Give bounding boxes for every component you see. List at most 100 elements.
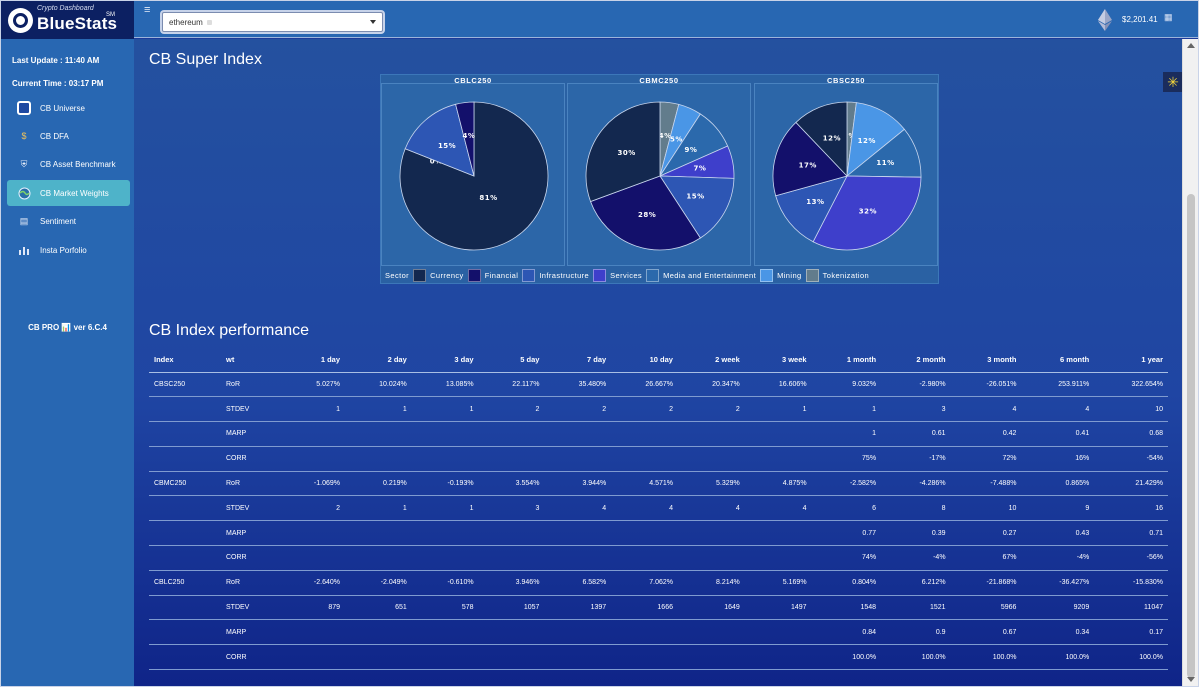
sidebar-item-label: CB Asset Benchmark xyxy=(40,159,116,169)
globe-icon xyxy=(17,186,31,200)
table-row: STDEV 1 1 1 2 2 2 2 1 1 3 4 4 10 xyxy=(149,396,1168,423)
asset-select[interactable]: ethereum xyxy=(162,12,383,32)
value-cell xyxy=(744,520,812,547)
legend-item[interactable]: Mining xyxy=(756,269,802,282)
value-cell: 1057 xyxy=(478,595,545,621)
value-cell: 0.77 xyxy=(811,520,882,547)
value-cell xyxy=(281,545,345,571)
sidebar-item-cb-universe[interactable]: CB Universe xyxy=(7,95,130,121)
scroll-down-icon[interactable] xyxy=(1187,677,1195,682)
value-cell: 8.214% xyxy=(677,570,745,596)
value-cell xyxy=(544,421,612,447)
bar-chart-icon xyxy=(17,243,31,257)
value-cell: 322.654% xyxy=(1094,372,1168,398)
value-cell: -21.868% xyxy=(950,570,1022,596)
legend-label: Infrastructure xyxy=(539,271,590,280)
pie-slice-currency[interactable] xyxy=(585,101,661,203)
value-cell: 16% xyxy=(1021,446,1095,472)
column-header: 3 month xyxy=(950,348,1022,373)
metric-cell: STDEV xyxy=(221,495,281,522)
legend-item[interactable]: Services xyxy=(589,269,642,282)
pie-slice-currency[interactable] xyxy=(795,101,848,177)
pie-slice-currency[interactable] xyxy=(399,101,549,251)
pie-slice-financial[interactable] xyxy=(772,121,848,197)
value-cell: -15.830% xyxy=(1094,570,1168,596)
pie-data-label: 9% xyxy=(685,146,698,154)
pie-chart-cbmc250: 4%5%9% 7% 15% 28% 30% xyxy=(585,101,735,251)
scroll-up-icon[interactable] xyxy=(1187,43,1195,48)
legend-swatch xyxy=(522,269,536,282)
index-cell xyxy=(149,446,221,472)
value-cell: 100.0% xyxy=(1021,644,1095,671)
value-cell: 5.169% xyxy=(744,570,812,596)
legend-item[interactable]: Currency xyxy=(409,269,464,282)
value-cell: 0.27 xyxy=(950,520,1022,547)
value-cell: 3.946% xyxy=(478,570,545,596)
pie-panel-cbsc250: CBSC250 2% 12% 11% 32% 13% 17% 12% xyxy=(754,76,938,266)
value-cell: 3 xyxy=(478,495,545,522)
sidebar-item-label: CB Market Weights xyxy=(40,188,109,198)
legend-swatch xyxy=(593,269,607,282)
metric-cell: RoR xyxy=(221,372,281,398)
legend-item[interactable]: Financial xyxy=(464,269,519,282)
pie-data-label: 28% xyxy=(638,211,656,219)
value-cell xyxy=(611,545,678,571)
column-header: wt xyxy=(221,348,281,373)
index-cell xyxy=(149,595,221,621)
brand-header[interactable]: Crypto Dashboard BlueStats SM xyxy=(1,1,134,39)
value-cell: 13.085% xyxy=(411,372,479,398)
pie-slice-financial[interactable] xyxy=(590,175,701,251)
brand-subtitle: Crypto Dashboard xyxy=(37,5,94,12)
value-cell: 3 xyxy=(881,396,951,423)
legend-item[interactable]: Tokenization xyxy=(802,269,870,282)
table-row: MARP 0.77 0.39 0.27 0.43 0.71 xyxy=(149,520,1168,547)
sidebar-item-cb-dfa[interactable]: $ CB DFA xyxy=(7,123,130,149)
sidebar-item-cb-market-weights[interactable]: CB Market Weights xyxy=(7,180,130,206)
table-row: STDEV 2 1 1 3 4 4 4 4 6 8 10 9 16 xyxy=(149,495,1168,522)
pie-data-label: 0% xyxy=(430,158,443,166)
value-cell: 2 xyxy=(677,396,745,423)
scrollbar-thumb[interactable] xyxy=(1187,194,1195,678)
pie-panel-cbmc250: CBMC250 4% 5% 9% 7% 15% 28% 30% xyxy=(567,76,751,266)
legend-item[interactable]: Infrastructure xyxy=(518,269,589,282)
pie-slice-services[interactable] xyxy=(812,175,922,251)
pie-slice-financial[interactable] xyxy=(455,101,475,177)
table-row: CBSC250 RoR 5.027% 10.024% 13.085% 22.117% 35.… xyxy=(149,372,1168,398)
value-cell: 0.41 xyxy=(1021,421,1095,447)
value-cell xyxy=(744,446,812,472)
index-cell: CBLC250 xyxy=(149,570,221,596)
cube-icon xyxy=(17,101,31,115)
legend-label: Financial xyxy=(484,271,519,280)
column-header: 1 year xyxy=(1094,348,1168,373)
sidebar-item-sentiment[interactable]: ▤ Sentiment xyxy=(7,208,130,234)
value-cell xyxy=(281,619,345,646)
pie-slice-infrastructure[interactable] xyxy=(404,103,475,177)
value-cell: 4.875% xyxy=(744,471,812,497)
metric-cell: RoR xyxy=(221,570,281,596)
value-cell: 1 xyxy=(811,396,882,423)
pie-slice-infrastructure[interactable] xyxy=(775,175,848,243)
sparkle-icon[interactable]: ✳ xyxy=(1163,72,1183,92)
value-cell xyxy=(611,619,678,646)
page-scrollbar[interactable] xyxy=(1182,39,1198,686)
value-cell: 16.606% xyxy=(744,372,812,398)
menu-icon[interactable]: ≡ xyxy=(144,4,151,16)
pie-title-cbsc250: CBSC250 xyxy=(827,76,865,85)
value-cell xyxy=(478,545,545,571)
legend-label: Services xyxy=(610,271,643,280)
value-cell: 7.062% xyxy=(611,570,678,596)
value-cell: 9 xyxy=(1021,495,1095,522)
sidebar-item-cb-asset-benchmark[interactable]: ⛨ CB Asset Benchmark xyxy=(7,151,130,177)
grid-icon[interactable]: ▦ xyxy=(1164,12,1173,22)
legend-item[interactable]: Media and Entertainment xyxy=(642,269,756,282)
value-cell xyxy=(281,520,345,547)
value-cell: 1548 xyxy=(811,595,882,621)
chevron-down-icon[interactable] xyxy=(370,20,376,24)
select-clear-icon[interactable] xyxy=(206,20,212,26)
table-row: CORR 75% -17% 72% 16% -54% xyxy=(149,446,1168,472)
sidebar-item-insta-porfolio[interactable]: Insta Porfolio xyxy=(7,237,130,263)
pie-slice-infrastructure[interactable] xyxy=(659,175,735,239)
value-cell: 100.0% xyxy=(811,644,882,671)
value-cell: 0.67 xyxy=(950,619,1022,646)
value-cell: 1 xyxy=(345,396,412,423)
